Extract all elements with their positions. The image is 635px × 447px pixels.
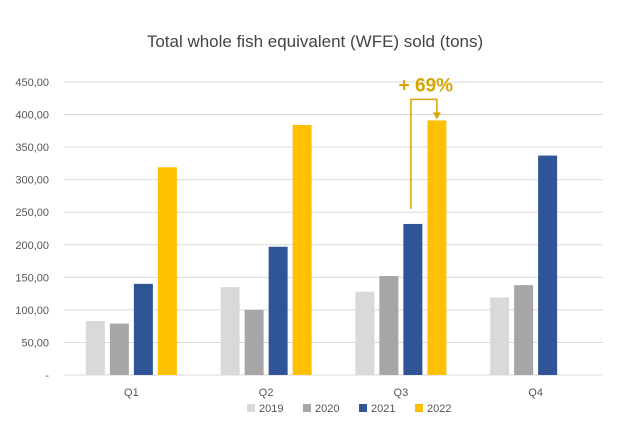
- y-tick-label: 250,00: [15, 207, 49, 219]
- gridlines: [64, 81, 603, 376]
- bar-2019-q3: [355, 291, 375, 375]
- y-tick-label: 350,00: [15, 142, 49, 154]
- legend-label: 2021: [371, 403, 395, 415]
- annotation-bracket: [410, 98, 438, 209]
- chart-title: Total whole fish equivalent (WFE) sold (…: [147, 32, 483, 51]
- bar-2020-q4: [514, 285, 534, 375]
- y-tick-label: 300,00: [15, 175, 49, 187]
- bar-2021-q4: [538, 155, 558, 375]
- bar-2020-q3: [379, 276, 399, 375]
- legend-swatch-2021: [359, 404, 367, 412]
- bar-2019-q2: [220, 287, 240, 375]
- y-tick-label: 200,00: [15, 240, 49, 252]
- y-tick-label: 400,00: [15, 110, 49, 122]
- y-tick-label: 50,00: [21, 337, 49, 349]
- x-tick-label: Q3: [394, 387, 409, 399]
- growth-annotation: + 69%: [399, 75, 454, 209]
- bar-2020-q1: [109, 323, 129, 375]
- bars: [85, 120, 558, 376]
- legend-label: 2020: [315, 403, 339, 415]
- y-tick-label: -: [45, 370, 49, 382]
- legend-label: 2022: [427, 403, 451, 415]
- bar-2021-q2: [268, 246, 288, 375]
- bar-2019-q1: [85, 320, 105, 375]
- bar-2021-q3: [403, 223, 423, 375]
- legend-swatch-2020: [303, 404, 311, 412]
- legend-swatch-2022: [415, 404, 423, 412]
- x-tick-label: Q1: [124, 387, 139, 399]
- bar-2022-q1: [157, 167, 177, 375]
- legend-swatch-2019: [247, 404, 255, 412]
- bar-2019-q4: [490, 297, 510, 375]
- bar-2022-q2: [292, 124, 312, 376]
- y-tick-label: 450,00: [15, 77, 49, 89]
- y-axis-ticks: - 50,00 100,00 150,00 200,00 250,00 300,00 350,…: [15, 77, 49, 382]
- bar-2021-q1: [133, 283, 153, 375]
- annotation-label: + 69%: [399, 75, 454, 96]
- bar-2020-q2: [244, 309, 264, 375]
- bar-2022-q3: [427, 120, 447, 375]
- x-axis-ticks: Q1 Q2 Q3 Q4: [124, 387, 543, 399]
- y-tick-label: 150,00: [15, 272, 49, 284]
- annotation-arrowhead: [432, 112, 441, 120]
- legend: 2019 2020 2021 2022: [247, 403, 451, 415]
- x-tick-label: Q2: [259, 387, 274, 399]
- legend-label: 2019: [259, 403, 283, 415]
- x-tick-label: Q4: [528, 387, 543, 399]
- y-tick-label: 100,00: [15, 305, 49, 317]
